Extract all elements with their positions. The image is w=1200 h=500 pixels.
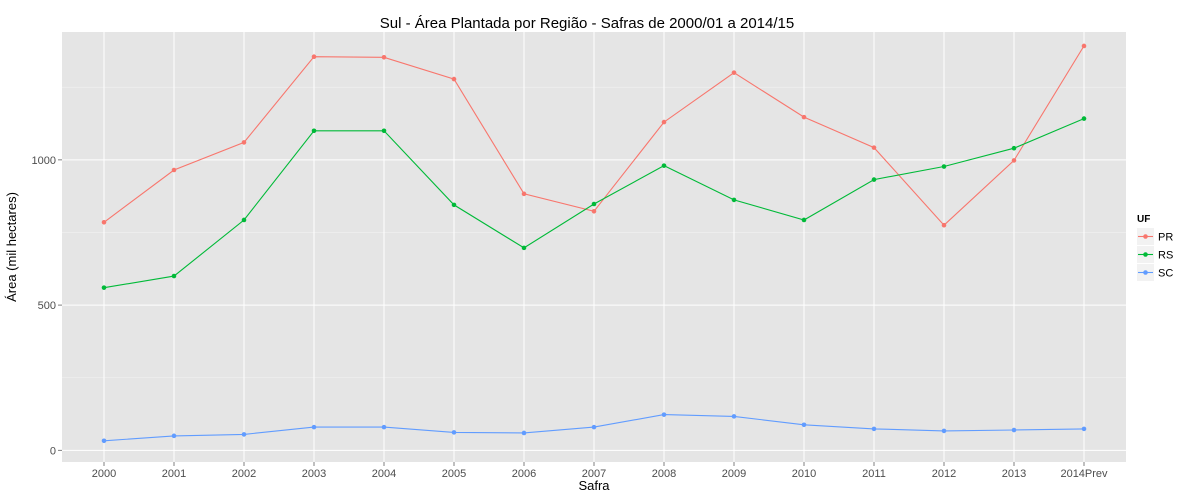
data-point-pr — [1081, 43, 1087, 49]
data-point-sc — [871, 426, 877, 432]
legend-point-rs — [1143, 252, 1148, 257]
data-point-pr — [1011, 158, 1017, 163]
x-tick-label: 2006 — [512, 468, 536, 480]
data-point-rs — [241, 217, 247, 223]
data-point-sc — [1081, 426, 1087, 432]
data-point-sc — [521, 430, 527, 436]
legend: UF PR RS SC — [1137, 214, 1173, 281]
data-point-sc — [101, 438, 107, 444]
data-point-pr — [591, 208, 597, 214]
data-point-pr — [941, 222, 947, 228]
legend-point-pr — [1143, 234, 1148, 239]
data-point-pr — [521, 191, 527, 197]
data-point-rs — [1011, 145, 1017, 151]
x-tick-label: 2012 — [932, 468, 956, 480]
data-point-pr — [381, 54, 387, 60]
data-point-sc — [941, 428, 947, 434]
x-tick-label: 2010 — [792, 468, 816, 480]
data-point-rs — [591, 201, 597, 207]
series-layer — [101, 43, 1087, 444]
data-point-pr — [101, 220, 107, 225]
data-point-pr — [171, 167, 177, 173]
x-tick-label: 2000 — [92, 468, 116, 480]
data-point-sc — [381, 424, 387, 430]
data-point-pr — [451, 76, 457, 82]
legend-title: UF — [1137, 214, 1150, 225]
x-axis-title: Safra — [578, 478, 610, 493]
x-tick-label: 2002 — [232, 468, 256, 480]
data-point-rs — [521, 245, 527, 251]
data-point-sc — [661, 412, 667, 417]
legend-label-pr: PR — [1158, 232, 1173, 244]
data-point-sc — [591, 424, 597, 430]
y-tick-label: 0 — [50, 445, 56, 457]
data-point-sc — [451, 430, 457, 435]
data-point-rs — [661, 163, 667, 168]
x-tick-label: 2001 — [162, 468, 186, 480]
data-point-sc — [171, 433, 177, 439]
x-tick-label: 2003 — [302, 468, 326, 480]
x-axis: 2000 2001 2002 2003 2004 2005 2006 2007 2008 2009… — [92, 462, 1108, 480]
data-point-rs — [171, 273, 177, 279]
x-tick-label: 2008 — [652, 468, 676, 480]
data-point-rs — [311, 128, 317, 134]
data-point-rs — [381, 128, 387, 134]
legend-label-sc: SC — [1158, 268, 1173, 280]
y-tick-label: 1000 — [32, 155, 56, 167]
x-tick-label: 2005 — [442, 468, 466, 480]
legend-point-sc — [1143, 270, 1148, 275]
data-point-sc — [1011, 427, 1017, 433]
x-tick-label: 2007 — [582, 468, 606, 480]
data-point-sc — [801, 422, 807, 428]
data-point-rs — [871, 177, 877, 182]
major-gridlines — [62, 32, 1126, 462]
data-point-pr — [731, 70, 737, 75]
data-point-rs — [731, 197, 737, 203]
x-tick-label: 2004 — [372, 468, 396, 480]
x-tick-label: 2013 — [1002, 468, 1026, 480]
data-point-sc — [241, 432, 247, 437]
y-tick-label: 500 — [38, 300, 56, 312]
data-point-sc — [731, 414, 737, 419]
y-axis: 0 500 1000 — [32, 155, 62, 457]
chart-title: Sul - Área Plantada por Região - Safras … — [380, 15, 794, 32]
y-axis-title: Área (mil hectares) — [4, 192, 19, 302]
legend-label-rs: RS — [1158, 250, 1173, 262]
data-point-pr — [241, 140, 247, 145]
data-point-pr — [871, 145, 877, 150]
x-tick-label: 2011 — [862, 468, 886, 480]
data-point-pr — [661, 119, 667, 125]
data-point-rs — [801, 217, 807, 223]
data-point-rs — [451, 202, 457, 208]
data-point-pr — [801, 114, 807, 120]
x-tick-label: 2014Prev — [1060, 468, 1108, 480]
data-point-pr — [311, 54, 317, 59]
data-point-rs — [101, 285, 107, 290]
data-point-sc — [311, 424, 317, 430]
data-point-rs — [1081, 116, 1087, 121]
data-point-rs — [941, 164, 947, 169]
x-tick-label: 2009 — [722, 468, 746, 480]
